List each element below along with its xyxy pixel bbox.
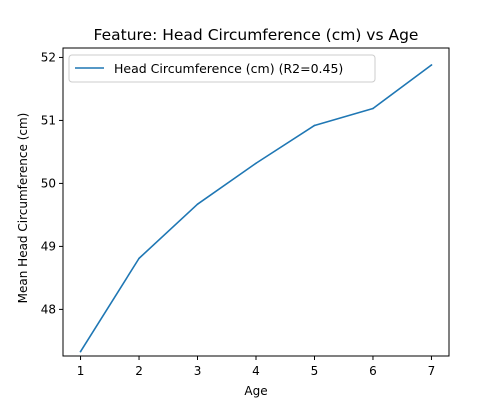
x-tick-label: 2 (135, 364, 143, 378)
data-point (196, 203, 199, 206)
x-tick-label: 6 (369, 364, 377, 378)
x-axis-label: Age (244, 384, 267, 398)
data-point (138, 257, 140, 260)
tick-layer: 1 2 3 4 5 6 7 48 49 50 51 52 (41, 50, 436, 378)
data-point (79, 350, 82, 353)
x-tick-label: 4 (252, 364, 260, 378)
y-tick-label: 51 (41, 113, 56, 127)
x-tick-label: 3 (194, 364, 202, 378)
legend: Head Circumference (cm) (R2=0.45) (68, 54, 376, 83)
legend-box (68, 54, 376, 83)
y-axis-label: Mean Head Circumference (cm) (16, 113, 30, 304)
y-tick-label: 48 (41, 302, 56, 316)
data-point (430, 64, 433, 66)
y-tick-label: 50 (41, 176, 56, 190)
y-tick-label: 52 (41, 50, 56, 64)
x-tick-label: 1 (77, 364, 85, 378)
legend-label: Head Circumference (cm) (R2=0.45) (114, 61, 343, 76)
y-tick-label: 49 (41, 239, 56, 253)
x-tick-label: 7 (428, 364, 436, 378)
data-point (372, 107, 374, 110)
data-point (313, 124, 316, 127)
series-layer (79, 64, 433, 353)
plot-area-frame (62, 47, 450, 357)
data-point (255, 162, 257, 165)
chart-title: Feature: Head Circumference (cm) vs Age (94, 26, 419, 44)
x-tick-label: 5 (311, 364, 319, 378)
